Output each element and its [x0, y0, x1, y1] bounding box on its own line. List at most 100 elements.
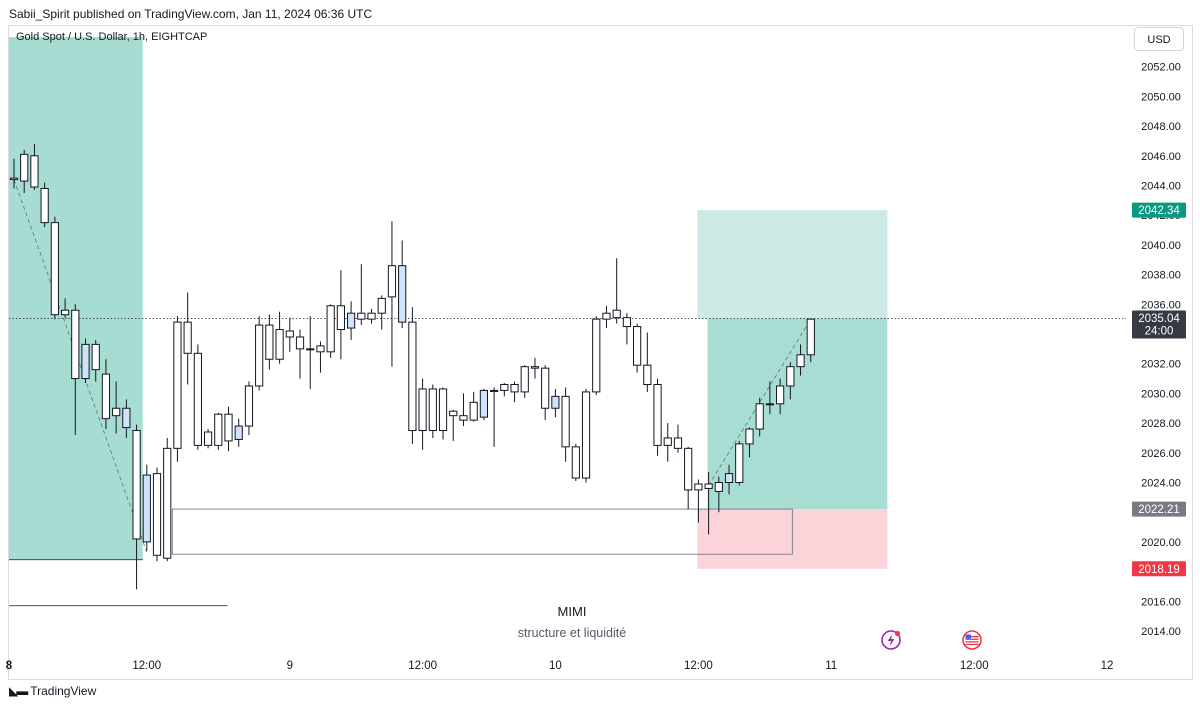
x-tick-label: 9 [287, 660, 293, 672]
candle-body [112, 407, 121, 417]
candle-body [173, 321, 182, 449]
candle-body [316, 345, 325, 353]
candle-body [714, 482, 723, 492]
candle-body [367, 312, 376, 320]
candle-body [91, 343, 100, 371]
stop-price-label [1132, 561, 1186, 577]
candle-body [418, 388, 427, 432]
candle-body [275, 329, 284, 360]
candle-body [9, 177, 19, 181]
countdown-text: 24:00 [1145, 326, 1174, 338]
symbol-legend[interactable]: Gold Spot / U.S. Dollar, 1h, EIGHTCAP [16, 31, 208, 43]
candle-body [193, 352, 202, 446]
candle-body [214, 413, 223, 446]
y-tick-label: 2016.00 [1141, 596, 1181, 608]
x-tick-label: 8 [6, 660, 13, 672]
y-tick-label: 2048.00 [1141, 121, 1181, 133]
y-tick-label: 2046.00 [1141, 151, 1181, 163]
candle-body [81, 343, 90, 380]
candle-body [152, 473, 162, 556]
candle-body [326, 305, 335, 353]
candle-body [776, 385, 785, 405]
candle-body [234, 425, 243, 440]
candle-body [653, 383, 662, 446]
candle-body [377, 297, 386, 314]
y-tick-label: 2026.00 [1141, 448, 1181, 460]
candle-body [724, 473, 734, 483]
candle-body [71, 309, 80, 380]
candle-body [541, 367, 550, 409]
candle-body [40, 187, 49, 224]
candle-body [183, 321, 192, 354]
tradingview-brand: TradingView [30, 684, 97, 698]
candle-body [704, 483, 713, 489]
candle-body [520, 366, 529, 393]
candle-body [306, 348, 315, 351]
candle-body [285, 330, 294, 338]
current-price-label-text: 2035.04 [1138, 313, 1180, 325]
candle-body [50, 222, 59, 316]
candle-body [438, 388, 448, 432]
lightning-icon [881, 630, 901, 650]
candle-body [551, 395, 560, 409]
target-zone [697, 210, 888, 319]
y-tick-label: 2032.00 [1141, 359, 1181, 371]
candle-body [765, 403, 775, 406]
candle-body [30, 155, 39, 188]
y-tick-label: 2040.00 [1141, 240, 1181, 252]
y-tick-label: 2052.00 [1141, 62, 1181, 74]
candle-body [755, 403, 764, 430]
candle-body [796, 354, 805, 368]
y-tick-label: 2036.00 [1141, 299, 1181, 311]
candle-body [224, 413, 233, 442]
candle-body [295, 336, 305, 350]
candle-body [622, 317, 631, 328]
candle-body [500, 383, 509, 391]
candle-body [20, 153, 29, 182]
candle-body [398, 265, 407, 323]
candle-body [592, 318, 601, 393]
candle-body [469, 401, 478, 421]
candle-body [643, 364, 652, 385]
stop-price-label-text: 2018.19 [1138, 564, 1180, 576]
x-tick-label: 12:00 [960, 660, 989, 672]
x-tick-label: 10 [549, 660, 562, 672]
candle-body [387, 265, 397, 298]
candle-body [255, 324, 264, 387]
candle-body [745, 428, 754, 445]
candle-body [408, 321, 417, 432]
entry-price-label-text: 2022.21 [1138, 504, 1180, 516]
currency-selector[interactable]: USD [1134, 27, 1184, 51]
candle-body [673, 437, 683, 449]
y-tick-label: 2024.00 [1141, 478, 1181, 490]
candle-body [357, 312, 366, 320]
us-flag-icon [962, 630, 982, 650]
candle-body [581, 391, 591, 479]
candle-body [571, 446, 580, 479]
current-price-label [1132, 310, 1186, 339]
candle-body [786, 366, 795, 387]
publish-info: Sabii_Spirit published on TradingView.co… [9, 7, 373, 21]
down-trend-line [13, 179, 148, 553]
candle-body [346, 312, 356, 329]
candle-body [530, 366, 540, 369]
candle-body [244, 385, 254, 427]
candle-body [663, 437, 672, 446]
candle-body [428, 388, 437, 432]
tradingview-footer[interactable]: ◣▬ TradingView [9, 684, 96, 698]
candle-body [735, 443, 744, 484]
candle-body [602, 312, 611, 320]
candle-body [694, 483, 703, 491]
candle-body [561, 395, 570, 448]
candle-body [459, 415, 468, 421]
x-tick-label: 11 [825, 660, 837, 672]
left-zone [9, 37, 143, 560]
y-tick-label: 2044.00 [1141, 181, 1181, 193]
y-tick-label: 2028.00 [1141, 418, 1181, 430]
y-tick-label: 2050.00 [1141, 91, 1181, 103]
candle-body [449, 410, 458, 417]
y-tick-label: 2038.00 [1141, 270, 1181, 282]
up-trend-line [708, 318, 812, 486]
candle-body [806, 318, 815, 356]
